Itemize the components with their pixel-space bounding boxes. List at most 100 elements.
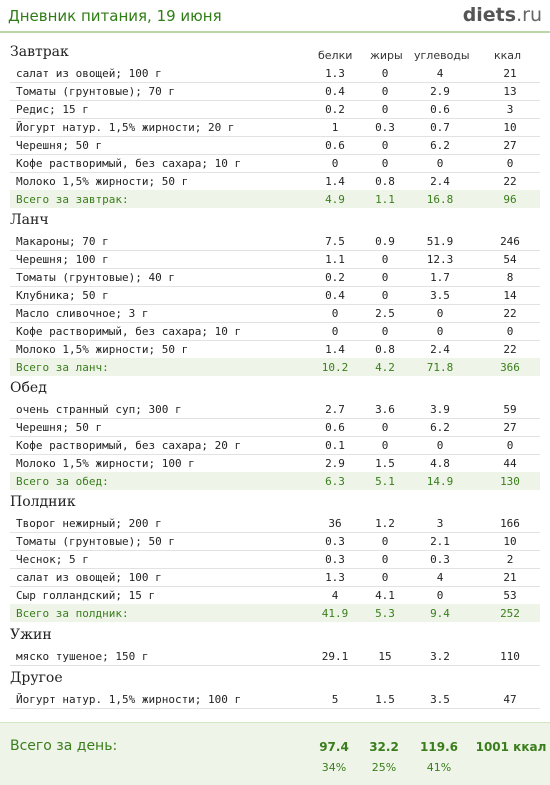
food-row[interactable]: Сыр голландский; 15 г 4 4.1 0 53 (10, 586, 540, 605)
total-fat: 5.3 (375, 607, 395, 620)
food-fat: 1.5 (375, 457, 395, 470)
food-row[interactable]: Молоко 1,5% жирности; 50 г 1.4 0.8 2.4 22 (10, 340, 540, 359)
meal-heading: Другое (10, 670, 63, 686)
food-row[interactable]: Макароны; 70 г 7.5 0.9 51.9 246 (10, 232, 540, 251)
food-carbs: 3.5 (430, 289, 450, 302)
food-carbs: 3.9 (430, 403, 450, 416)
site-logo[interactable]: diets.ru (463, 4, 542, 26)
food-kcal: 22 (503, 343, 517, 356)
food-carbs: 0 (436, 325, 444, 338)
food-row[interactable]: Черешня; 50 г 0.6 0 6.2 27 (10, 136, 540, 155)
food-name: очень странный суп; 300 г (16, 403, 182, 416)
food-protein: 29.1 (321, 650, 349, 663)
food-protein: 1.3 (325, 571, 345, 584)
food-name: Молоко 1,5% жирности; 100 г (16, 457, 195, 470)
day-total-carbs: 119.6 (420, 740, 458, 754)
meal-heading: Ланч (10, 212, 49, 228)
food-name: Черешня; 50 г (16, 139, 103, 152)
food-carbs: 1.7 (430, 271, 450, 284)
food-fat: 0 (381, 271, 389, 284)
day-pct-fat: 25% (371, 761, 397, 774)
food-row[interactable]: Томаты (грунтовые); 50 г 0.3 0 2.1 10 (10, 532, 540, 551)
food-row[interactable]: Клубника; 50 г 0.4 0 3.5 14 (10, 286, 540, 305)
header: Дневник питания, 19 июня diets.ru (0, 0, 550, 33)
food-row[interactable]: Молоко 1,5% жирности; 50 г 1.4 0.8 2.4 22 (10, 172, 540, 191)
food-kcal: 53 (503, 589, 517, 602)
food-row[interactable]: Йогурт натур. 1,5% жирности; 100 г 5 1.5 3.… (10, 690, 540, 709)
food-kcal: 0 (506, 157, 514, 170)
food-row[interactable]: мяско тушеное; 150 г 29.1 15 3.2 110 (10, 647, 540, 666)
food-row[interactable]: салат из овощей; 100 г 1.3 0 4 21 (10, 568, 540, 587)
food-row[interactable]: Масло сливочное; 3 г 0 2.5 0 22 (10, 304, 540, 323)
food-fat: 1.2 (375, 517, 395, 530)
food-name: Кофе растворимый, без сахара; 20 г (16, 439, 242, 452)
day-total-protein: 97.4 (319, 740, 349, 754)
food-protein: 0.6 (325, 139, 345, 152)
food-protein: 0.4 (325, 85, 345, 98)
food-name: Кофе растворимый, без сахара; 10 г (16, 157, 242, 170)
food-protein: 0.4 (325, 289, 345, 302)
food-carbs: 2.4 (430, 343, 450, 356)
total-carbs: 16.8 (426, 193, 454, 206)
total-fat: 4.2 (375, 361, 395, 374)
header-divider (0, 31, 550, 33)
food-row[interactable]: Творог нежирный; 200 г 36 1.2 3 166 (10, 514, 540, 533)
food-kcal: 8 (506, 271, 514, 284)
food-fat: 2.5 (375, 307, 395, 320)
day-total-label: Всего за день: (10, 738, 118, 754)
total-kcal: 252 (500, 607, 520, 620)
food-fat: 0 (381, 421, 389, 434)
total-carbs: 14.9 (426, 475, 454, 488)
total-kcal: 96 (503, 193, 517, 206)
day-total-fat: 32.2 (369, 740, 399, 754)
food-protein: 1.4 (325, 175, 345, 188)
food-fat: 0.3 (375, 121, 395, 134)
food-name: салат из овощей; 100 г (16, 67, 162, 80)
food-protein: 2.7 (325, 403, 345, 416)
food-fat: 0.8 (375, 175, 395, 188)
food-protein: 0.6 (325, 421, 345, 434)
food-kcal: 22 (503, 307, 517, 320)
meal-total-label: Всего за завтрак: (16, 193, 129, 206)
food-name: Редис; 15 г (16, 103, 89, 116)
food-row[interactable]: Кофе растворимый, без сахара; 10 г 0 0 0 0 (10, 154, 540, 173)
food-row[interactable]: Черешня; 50 г 0.6 0 6.2 27 (10, 418, 540, 437)
food-protein: 36 (328, 517, 342, 530)
meal-heading: Ужин (10, 627, 52, 643)
food-row[interactable]: Кофе растворимый, без сахара; 10 г 0 0 0 0 (10, 322, 540, 341)
total-carbs: 71.8 (426, 361, 454, 374)
food-kcal: 110 (500, 650, 520, 663)
food-kcal: 22 (503, 175, 517, 188)
food-row[interactable]: очень странный суп; 300 г 2.7 3.6 3.9 59 (10, 400, 540, 419)
food-row[interactable]: Чеснок; 5 г 0.3 0 0.3 2 (10, 550, 540, 569)
food-carbs: 3.2 (430, 650, 450, 663)
food-name: Томаты (грунтовые); 50 г (16, 535, 175, 548)
food-protein: 0 (331, 157, 339, 170)
food-row[interactable]: Томаты (грунтовые); 70 г 0.4 0 2.9 13 (10, 82, 540, 101)
meal-total-label: Всего за ланч: (16, 361, 109, 374)
food-row[interactable]: Редис; 15 г 0.2 0 0.6 3 (10, 100, 540, 119)
food-row[interactable]: Томаты (грунтовые); 40 г 0.2 0 1.7 8 (10, 268, 540, 287)
food-fat: 0 (381, 439, 389, 452)
food-fat: 1.5 (375, 693, 395, 706)
food-row[interactable]: Йогурт натур. 1,5% жирности; 20 г 1 0.3 0.7… (10, 118, 540, 137)
total-fat: 5.1 (375, 475, 395, 488)
food-row[interactable]: Кофе растворимый, без сахара; 20 г 0.1 0 0 0 (10, 436, 540, 455)
meal-heading: Обед (10, 380, 47, 396)
food-name: Кофе растворимый, без сахара; 10 г (16, 325, 242, 338)
food-fat: 0.8 (375, 343, 395, 356)
food-row[interactable]: салат из овощей; 100 г 1.3 0 4 21 (10, 64, 540, 83)
food-row[interactable]: Черешня; 100 г 1.1 0 12.3 54 (10, 250, 540, 269)
column-header-kcal: ккал (494, 49, 522, 62)
food-carbs: 0 (436, 439, 444, 452)
day-pct-protein: 34% (321, 761, 347, 774)
column-header-protein: белки (318, 49, 353, 62)
food-row[interactable]: Молоко 1,5% жирности; 100 г 2.9 1.5 4.8 44 (10, 454, 540, 473)
total-kcal: 130 (500, 475, 520, 488)
food-name: Макароны; 70 г (16, 235, 109, 248)
food-name: мяско тушеное; 150 г (16, 650, 149, 663)
page-title: Дневник питания, 19 июня (8, 7, 222, 25)
food-fat: 0 (381, 289, 389, 302)
food-name: Черешня; 50 г (16, 421, 103, 434)
food-kcal: 13 (503, 85, 517, 98)
